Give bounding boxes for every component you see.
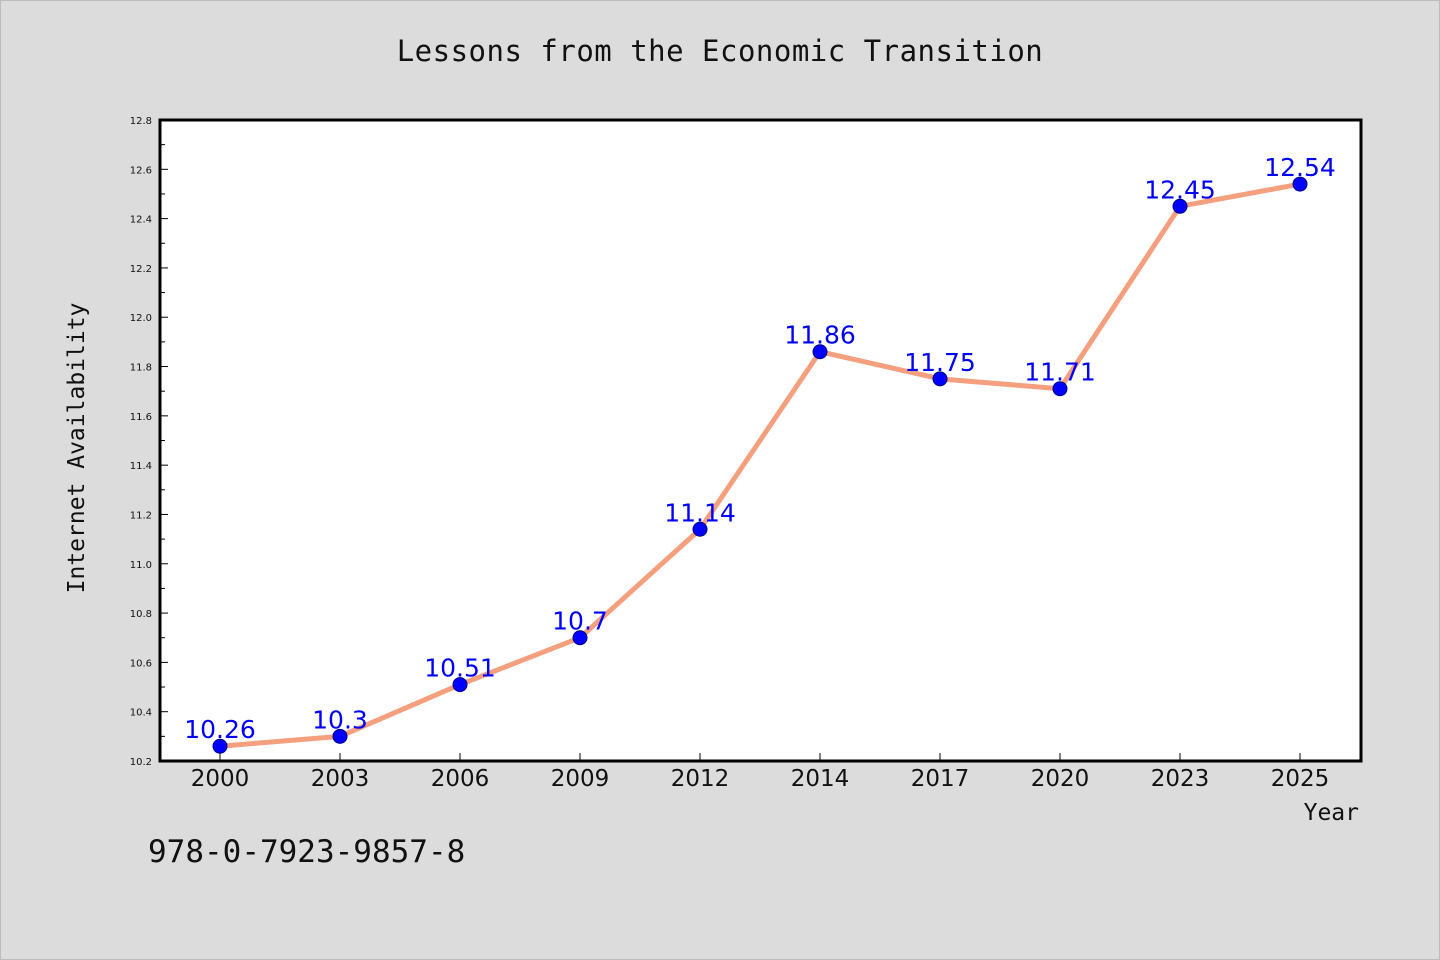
data-point [452,677,468,693]
y-tick-label: 10.6 [130,658,152,669]
x-tick-label: 2009 [551,766,610,792]
y-tick-label: 11.2 [130,510,152,521]
data-point [1292,176,1308,192]
y-tick-label: 12.0 [130,313,152,324]
data-point [692,521,708,537]
y-tick-label: 11.6 [130,412,152,423]
x-axis: 2000 2003 2006 2009 2012 2014 2017 2020 2023 2025 [191,753,1330,792]
y-tick-label: 12.8 [130,116,152,127]
chart-title: Lessons from the Economic Transition [396,34,1044,68]
x-tick-label: 2017 [911,766,970,792]
isbn-number: 978-0-7923-9857-8 [148,834,466,870]
y-axis: 10.2 10.4 10.6 10.8 11.0 11.2 11.4 11.6 11.8 12.0… [130,116,168,768]
x-tick-label: 2006 [431,766,490,792]
data-point [932,371,948,387]
data-markers [212,176,1308,754]
series-line [217,181,1303,749]
y-tick-label: 10.8 [130,609,152,620]
data-label: 10.7 [552,607,608,636]
data-point [1052,381,1068,397]
x-tick-label: 2020 [1031,766,1090,792]
data-point [572,630,588,646]
y-tick-label: 11.8 [130,363,152,374]
data-label: 11.71 [1024,358,1096,387]
data-label: 10.51 [424,654,496,683]
x-tick-label: 2014 [791,766,850,792]
x-tick-label: 2000 [191,766,250,792]
data-label: 11.86 [784,321,856,350]
y-tick-label: 12.2 [130,264,152,275]
data-label: 10.26 [184,715,256,744]
x-axis-title: Year [1304,800,1359,826]
data-point [812,344,828,360]
data-label: 10.3 [312,705,368,734]
y-tick-label: 12.4 [130,215,152,226]
y-tick-label: 12.6 [130,165,152,176]
data-point [332,728,348,744]
y-tick-label: 11.0 [130,560,152,571]
data-point [212,738,228,754]
y-tick-label: 10.2 [130,757,152,768]
x-tick-label: 2023 [1151,766,1210,792]
x-tick-label: 2012 [671,766,730,792]
data-label: 11.75 [904,348,976,377]
y-tick-label: 11.4 [130,461,152,472]
data-label: 12.45 [1144,175,1216,204]
data-point [1172,198,1188,214]
data-labels: 10.26 10.3 10.51 10.7 11.14 11.86 11.75 11.71 12… [184,153,1336,744]
data-label: 12.54 [1264,153,1336,182]
x-tick-label: 2025 [1271,766,1330,792]
x-tick-label: 2003 [311,766,370,792]
y-tick-label: 10.4 [130,708,152,719]
y-axis-title: Internet Availability [64,303,90,594]
data-label: 11.14 [664,498,736,527]
